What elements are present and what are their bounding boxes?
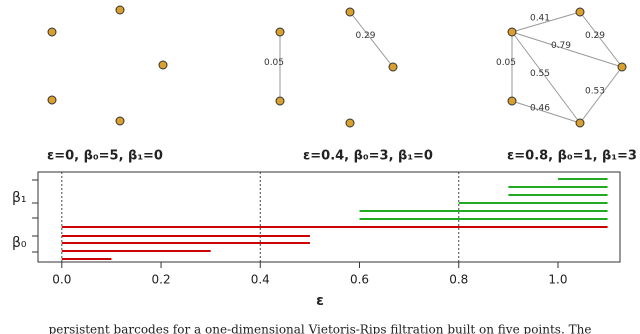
x-tick-label: 0.8 [449, 273, 468, 287]
edge-label: 0.05 [496, 58, 516, 68]
edge-label: 0.29 [585, 31, 605, 41]
point [507, 27, 517, 37]
point [388, 62, 398, 72]
legend-label: β₁ [12, 190, 27, 206]
point [275, 27, 285, 37]
edge [349, 11, 394, 68]
point [345, 7, 355, 17]
point [617, 62, 627, 72]
x-axis-label: ε [316, 293, 324, 309]
plot-frame [37, 171, 621, 263]
figure-caption: persistent barcodes for a one-dimensiona… [49, 323, 592, 334]
point [345, 118, 355, 128]
x-tick-label: 0.4 [251, 273, 270, 287]
point [47, 95, 57, 105]
edge [579, 66, 623, 124]
edge [511, 100, 581, 124]
edge [511, 31, 623, 68]
panel-caption: ε=0.8, β₀=1, β₁=3 [507, 149, 637, 164]
point [275, 96, 285, 106]
point [507, 96, 517, 106]
point [115, 116, 125, 126]
edge-label: 0.05 [264, 58, 284, 68]
point [575, 118, 585, 128]
panel-caption: ε=0, β₀=5, β₁=0 [47, 149, 163, 164]
edge-label: 0.79 [551, 41, 571, 51]
point [47, 27, 57, 37]
edge-label: 0.41 [530, 14, 550, 24]
panel-caption: ε=0.4, β₀=3, β₁=0 [303, 149, 433, 164]
x-tick-label: 0.2 [152, 273, 171, 287]
legend-label: β₀ [12, 235, 27, 251]
point [115, 5, 125, 15]
edge [511, 31, 581, 124]
y-axis-ticks [32, 179, 38, 253]
x-tick-label: 0.6 [350, 273, 369, 287]
edge-label: 0.53 [585, 87, 605, 97]
x-tick-label: 1.0 [548, 273, 567, 287]
edge-label: 0.46 [530, 104, 550, 114]
point [575, 7, 585, 17]
x-tick-label: 0.0 [52, 273, 71, 287]
edge [511, 11, 581, 33]
edge-label: 0.55 [530, 69, 550, 79]
edge [579, 11, 623, 68]
point [158, 60, 168, 70]
edge-label: 0.29 [355, 31, 375, 41]
